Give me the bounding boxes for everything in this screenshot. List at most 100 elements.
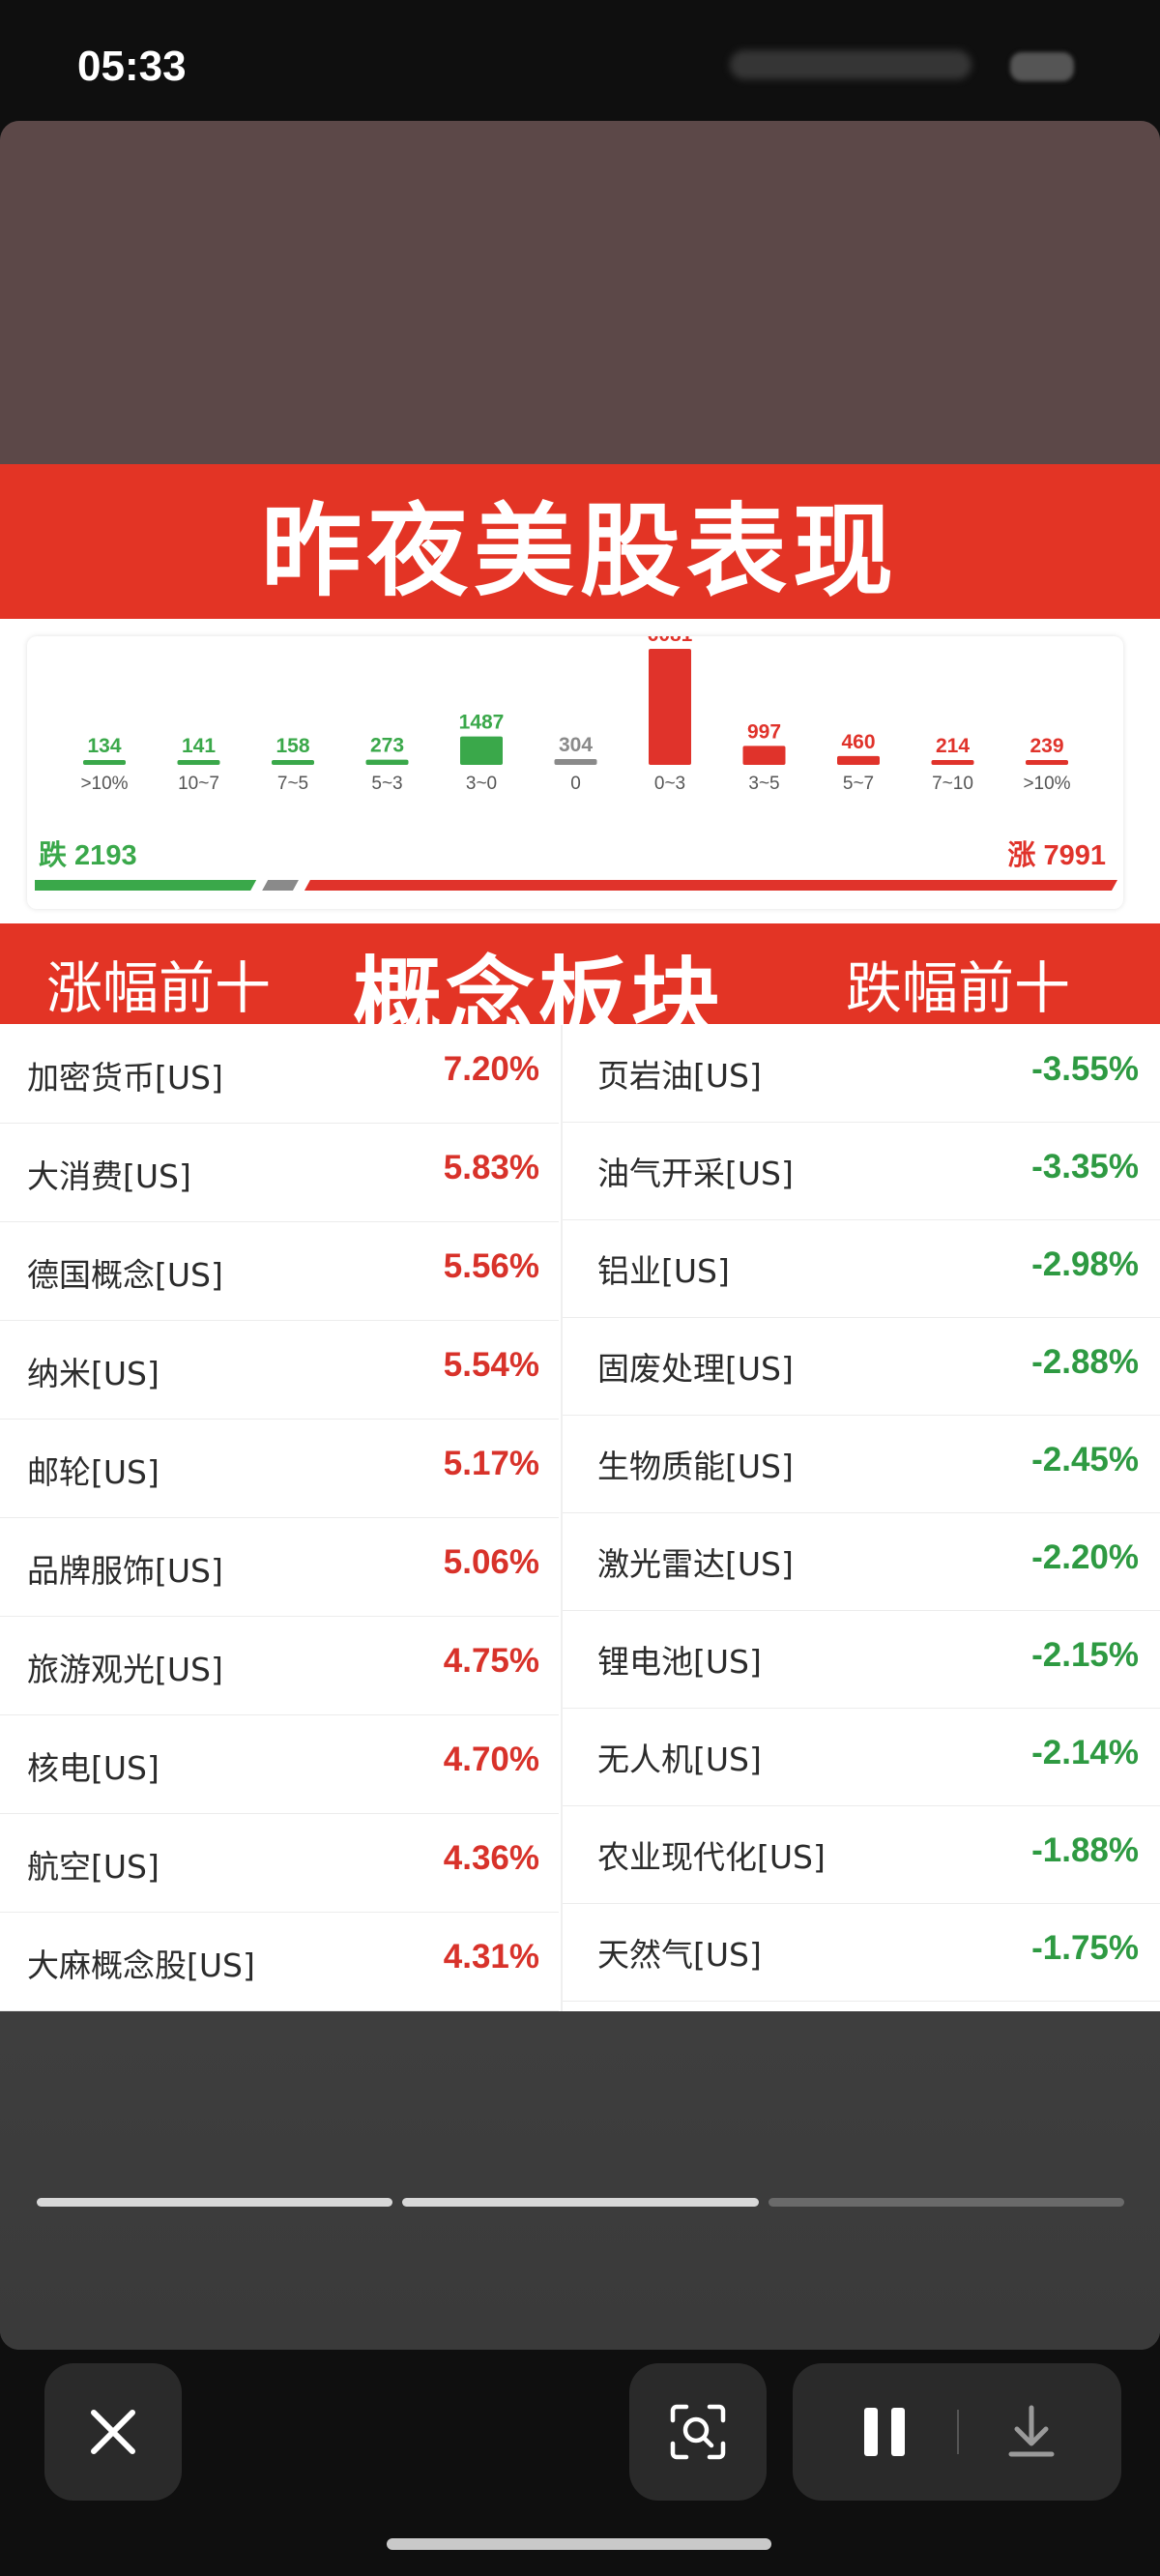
story-progress	[37, 2198, 1124, 2208]
loser-change: -2.88%	[1031, 1343, 1139, 1381]
top-gainers-list: 加密货币[US] 7.20% 大消费[US] 5.83% 德国概念[US] 5.56% 纳米…	[0, 1025, 559, 2011]
story-card[interactable]: 昨夜美股表现 134 >10% 141 10~7 158 7~5 273 5~3 1487 3~0…	[0, 121, 1160, 2350]
bucket-range: 5~3	[371, 774, 402, 794]
distribution-bar	[742, 746, 786, 765]
loser-change: -2.45%	[1031, 1441, 1139, 1478]
story-progress-segment	[402, 2198, 759, 2207]
story-top-background	[0, 121, 1160, 464]
media-controls	[793, 2363, 1121, 2501]
gainer-row: 邮轮[US] 5.17%	[0, 1420, 559, 1518]
gainer-change: 5.17%	[443, 1445, 539, 1482]
bucket-range: 7~10	[932, 774, 973, 794]
gainer-name: 大消费[US]	[27, 1157, 191, 1195]
gainer-change: 5.54%	[443, 1346, 539, 1384]
loser-name: 铝业[US]	[597, 1252, 730, 1290]
loser-row: 锂电池[US] -2.15%	[563, 1611, 1160, 1709]
gainer-row: 大麻概念股[US] 4.31%	[0, 1913, 559, 2011]
close-icon	[91, 2410, 135, 2454]
top-losers-heading: 跌幅前十	[846, 955, 1071, 1021]
distribution-bar	[365, 759, 409, 765]
gainer-row: 德国概念[US] 5.56%	[0, 1222, 559, 1321]
pause-button[interactable]	[851, 2398, 918, 2466]
loser-change: -3.35%	[1031, 1148, 1139, 1186]
loser-name: 固废处理[US]	[597, 1350, 794, 1388]
distribution-bar	[460, 736, 503, 765]
loser-name: 页岩油[US]	[597, 1057, 762, 1095]
distribution-bar	[83, 760, 126, 765]
loser-change: -2.15%	[1031, 1636, 1139, 1674]
gainer-name: 旅游观光[US]	[27, 1651, 223, 1688]
distribution-bar	[1026, 760, 1068, 765]
bottom-controls	[0, 2350, 1160, 2576]
bucket-count: 304	[559, 734, 593, 756]
download-button[interactable]	[998, 2398, 1065, 2466]
pause-icon	[864, 2408, 905, 2456]
loser-name: 天然气[US]	[597, 1936, 762, 1974]
bucket-count: 997	[747, 720, 781, 743]
status-bar: 05:33	[0, 0, 1160, 121]
loser-row: 生物质能[US] -2.45%	[563, 1416, 1160, 1513]
gainer-change: 4.36%	[443, 1839, 539, 1877]
distribution-bar	[177, 760, 220, 765]
bucket-range: 10~7	[178, 774, 219, 794]
distribution-chart: 134 >10% 141 10~7 158 7~5 273 5~3 1487 3~0 304 0 608…	[35, 636, 1117, 891]
gainer-row: 航空[US] 4.36%	[0, 1814, 559, 1913]
loser-row: 激光雷达[US] -2.20%	[563, 1513, 1160, 1611]
top-gainers-heading: 涨幅前十	[46, 955, 272, 1021]
top-losers-list: 页岩油[US] -3.55% 油气开采[US] -3.35% 铝业[US] -2.98% 固…	[561, 1025, 1160, 2011]
gainer-change: 5.83%	[443, 1149, 539, 1186]
home-indicator[interactable]	[387, 2538, 771, 2550]
lens-button[interactable]	[629, 2363, 767, 2501]
rise-ratio-bar	[304, 880, 1117, 891]
distribution-bar	[837, 755, 880, 765]
loser-change: -2.20%	[1031, 1538, 1139, 1576]
bucket-range: 5~7	[843, 774, 874, 794]
bucket-count: 134	[87, 735, 121, 757]
loser-row: 页岩油[US] -3.55%	[563, 1025, 1160, 1123]
loser-row: 油气开采[US] -3.35%	[563, 1123, 1160, 1220]
bucket-range: >10%	[80, 774, 128, 794]
distribution-panel: 134 >10% 141 10~7 158 7~5 273 5~3 1487 3~0 304 0 608…	[27, 636, 1123, 909]
bucket-count: 1487	[459, 712, 505, 734]
gainer-row: 核电[US] 4.70%	[0, 1715, 559, 1814]
loser-change: -2.14%	[1031, 1734, 1139, 1771]
gainer-change: 7.20%	[443, 1050, 539, 1088]
story-progress-segment	[768, 2198, 1124, 2207]
bucket-count: 214	[936, 735, 970, 757]
distribution-bar	[554, 759, 597, 765]
loser-row: 固废处理[US] -2.88%	[563, 1318, 1160, 1416]
bucket-count: 460	[841, 731, 875, 753]
gainer-change: 5.56%	[443, 1247, 539, 1285]
bucket-count: 6081	[648, 636, 693, 646]
bucket-count: 158	[276, 735, 309, 757]
gainer-name: 品牌服饰[US]	[27, 1552, 223, 1590]
loser-name: 无人机[US]	[597, 1741, 762, 1778]
controls-divider	[957, 2410, 959, 2454]
gainer-name: 纳米[US]	[27, 1355, 160, 1392]
bucket-count: 239	[1030, 735, 1063, 757]
bucket-count: 273	[370, 735, 404, 757]
loser-name: 农业现代化[US]	[597, 1838, 826, 1876]
gainer-row: 大消费[US] 5.83%	[0, 1124, 559, 1222]
close-button[interactable]	[44, 2363, 182, 2501]
loser-row: 农业现代化[US] -1.88%	[563, 1806, 1160, 1904]
loser-name: 油气开采[US]	[597, 1155, 794, 1192]
gainer-row: 品牌服饰[US] 5.06%	[0, 1518, 559, 1617]
story-image: 昨夜美股表现 134 >10% 141 10~7 158 7~5 273 5~3 1487 3~0…	[0, 464, 1160, 2011]
loser-name: 锂电池[US]	[597, 1643, 762, 1681]
bucket-range: 3~5	[748, 774, 779, 794]
status-time: 05:33	[77, 43, 187, 90]
bucket-range: 0~3	[654, 774, 685, 794]
gainer-name: 核电[US]	[27, 1749, 160, 1787]
gainer-row: 旅游观光[US] 4.75%	[0, 1617, 559, 1715]
page-title: 昨夜美股表现	[260, 491, 899, 610]
lens-scan-icon	[670, 2404, 726, 2460]
signal-wifi-icons	[730, 50, 972, 79]
bucket-range: 7~5	[277, 774, 308, 794]
fall-ratio-bar	[35, 880, 257, 891]
gainer-name: 航空[US]	[27, 1848, 160, 1886]
gainer-name: 邮轮[US]	[27, 1453, 160, 1491]
bucket-count: 141	[182, 735, 216, 757]
sector-banner: 涨幅前十 概念板块 跌幅前十	[0, 923, 1160, 1051]
loser-change: -3.55%	[1031, 1050, 1139, 1088]
